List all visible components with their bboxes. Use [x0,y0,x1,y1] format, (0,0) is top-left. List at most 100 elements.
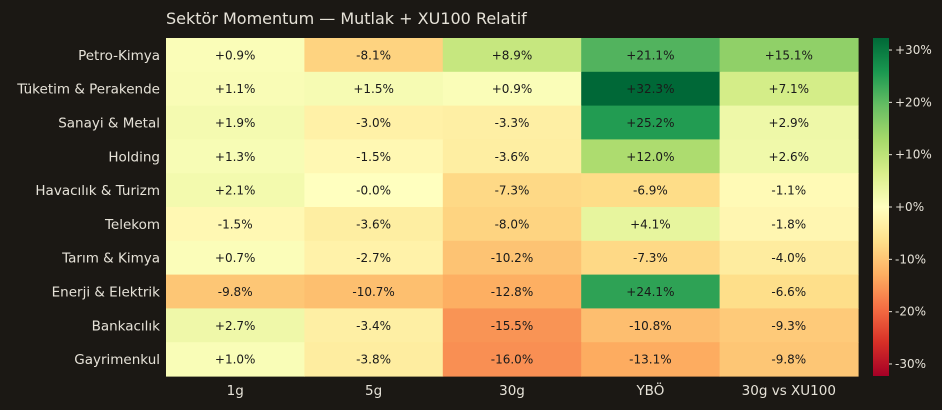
heatmap-cell [166,139,305,174]
colorbar-gradient [873,38,889,376]
cell-value-label: +0.9% [215,48,256,62]
row-label: Havacılık & Turizm [35,183,160,199]
cell-value-label: +1.0% [215,353,256,367]
heatmap-cell [719,71,859,107]
cell-value-label: +8.9% [492,48,533,62]
cell-value-label: -7.3% [495,184,530,198]
column-label: 5g [365,383,382,399]
colorbar-tick-label: -10% [895,252,926,266]
row-label: Tüketim & Perakende [16,82,160,98]
cell-value-label: -2.7% [356,251,391,265]
heatmap-cell [581,342,721,377]
cell-value-label: -1.5% [356,150,391,164]
heatmap-cell [166,207,305,242]
row-labels: Petro-Kimya Tüketim & Perakende Sanayi & M… [16,48,160,368]
heatmap-cell [581,105,721,140]
heatmap-cell [581,139,721,174]
column-label: YBÖ [635,381,664,399]
cell-value-label: +7.1% [769,82,810,96]
heatmap-cell [166,173,305,208]
heatmap-cell [166,342,305,377]
cell-value-label: -9.8% [218,285,253,299]
cell-value-label: -10.8% [629,319,671,333]
cell-value-label: -10.2% [491,251,533,265]
cell-value-label: -3.6% [495,150,530,164]
cell-value-label: -9.3% [771,319,806,333]
cell-value-label: -4.0% [771,251,806,265]
colorbar-tick-label: +20% [895,95,932,109]
heatmap-cell [304,207,444,242]
heatmap-cells: +0.9% -8.1% +8.9% +21.1% +15.1% +1.1% +1.5% +0.… [166,38,859,377]
cell-value-label: -9.8% [771,353,806,367]
colorbar-tick-label: +0% [895,200,924,214]
heatmap-cell [719,342,859,377]
cell-value-label: +24.1% [626,285,674,299]
colorbar: +30% +20% +10% +0% -10% -20% -30% [873,38,932,376]
cell-value-label: +21.1% [626,48,674,62]
cell-value-label: -3.4% [356,319,391,333]
cell-value-label: -8.1% [356,48,391,62]
heatmap-cell [581,274,721,309]
colorbar-tick-label: +30% [895,43,932,57]
cell-value-label: -0.0% [356,184,391,198]
heatmap-cell [719,139,859,174]
row-label: Holding [108,149,160,165]
heatmap-cell [442,71,582,107]
cell-value-label: +1.3% [215,150,256,164]
column-label: 1g [227,383,244,399]
heatmap-cell [581,173,721,208]
heatmap-cell [719,308,859,343]
heatmap-cell [304,240,444,276]
heatmap-cell [442,38,582,73]
heatmap-cell [304,342,444,377]
cell-value-label: -3.3% [495,116,530,130]
column-label: 30g [499,383,525,399]
colorbar-tick-label: +10% [895,148,932,162]
heatmap-cell [166,105,305,140]
column-labels: 1g 5g 30g YBÖ 30g vs XU100 [227,381,836,399]
cell-value-label: +1.1% [215,82,256,96]
cell-value-label: +15.1% [765,48,813,62]
heatmap-cell [442,173,582,208]
heatmap-cell [581,71,721,107]
heatmap-cell [719,274,859,309]
heatmap-cell [581,207,721,242]
heatmap-cell [304,274,444,309]
cell-value-label: -1.5% [218,217,253,231]
colorbar-tick-label: -30% [895,357,926,371]
cell-value-label: +4.1% [630,217,671,231]
heatmap-cell [719,173,859,208]
cell-value-label: -10.7% [352,285,394,299]
heatmap-cell [442,139,582,174]
row-label: Gayrimenkul [74,352,160,368]
heatmap-cell [304,71,444,107]
heatmap-cell [304,139,444,174]
cell-value-label: -3.6% [356,217,391,231]
heatmap-cell [166,240,305,276]
cell-value-label: +2.6% [769,150,810,164]
cell-value-label: -3.8% [356,353,391,367]
cell-value-label: +1.5% [353,82,394,96]
cell-value-label: +2.7% [215,319,256,333]
column-label: 30g vs XU100 [742,383,836,399]
heatmap-cell [719,240,859,276]
row-label: Tarım & Kimya [61,251,160,267]
cell-value-label: -6.9% [633,184,668,198]
colorbar-tick-label: -20% [895,305,926,319]
heatmap-cell [304,38,444,73]
cell-value-label: +32.3% [626,82,674,96]
heatmap-cell [304,173,444,208]
heatmap-cell [166,71,305,107]
cell-value-label: -1.8% [771,217,806,231]
cell-value-label: +25.2% [626,116,674,130]
cell-value-label: -6.6% [771,285,806,299]
heatmap-cell [581,240,721,276]
heatmap-cell [719,207,859,242]
cell-value-label: +12.0% [626,150,674,164]
heatmap-cell [719,38,859,73]
heatmap-cell [304,105,444,140]
chart-title: Sektör Momentum — Mutlak + XU100 Relatif [166,9,527,28]
cell-value-label: -12.8% [491,285,533,299]
heatmap-cell [442,105,582,140]
row-label: Sanayi & Metal [58,116,160,132]
